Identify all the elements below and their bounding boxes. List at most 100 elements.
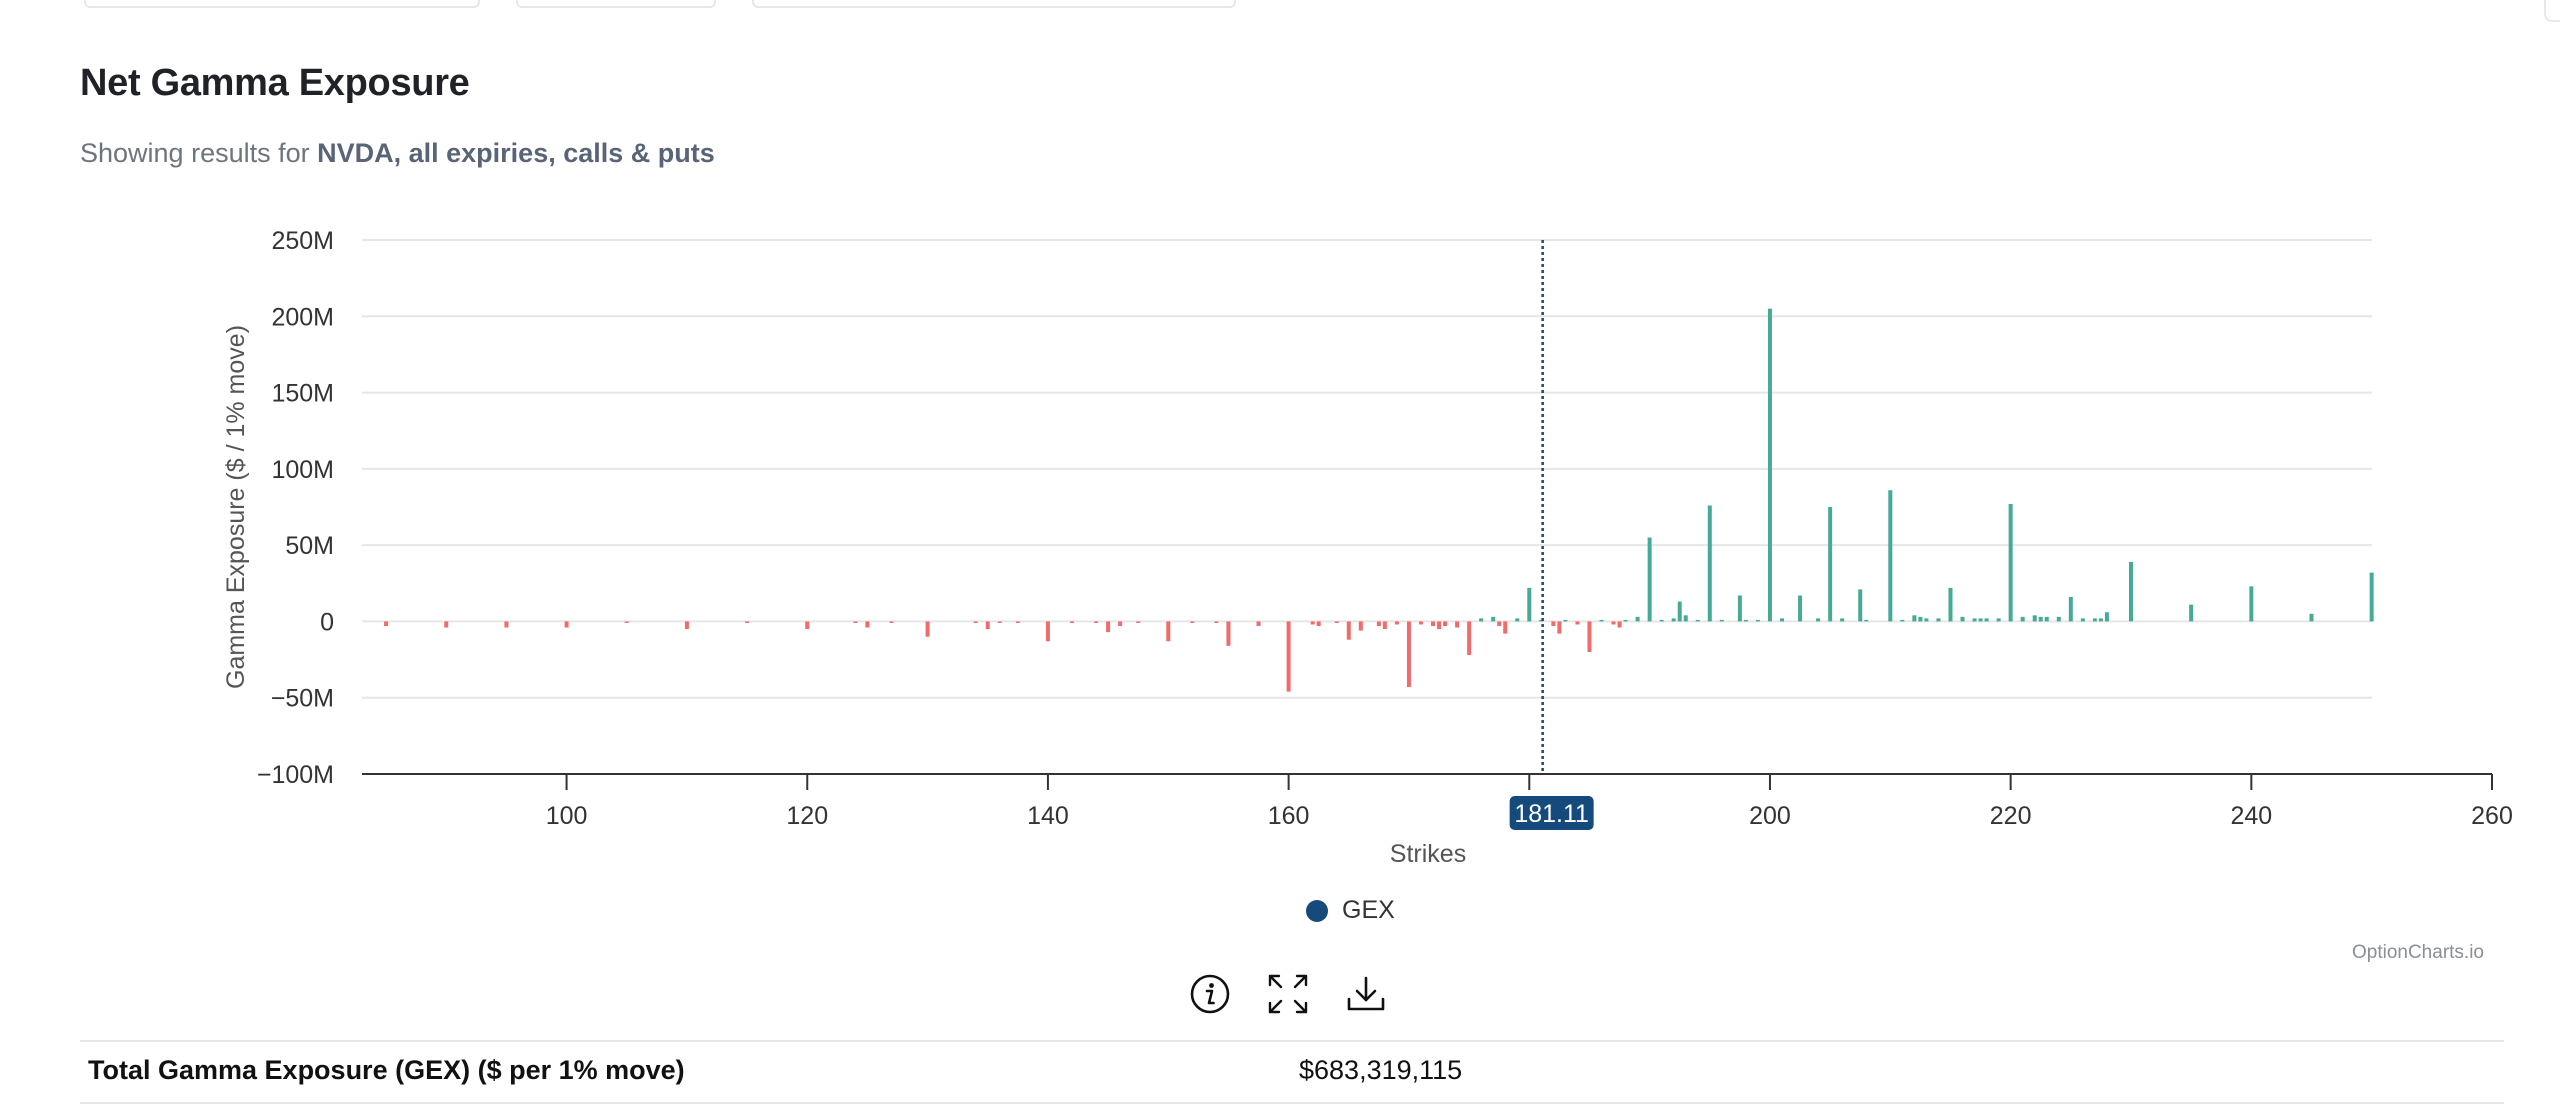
gex-bar[interactable] [1623, 619, 1628, 622]
gex-bar[interactable] [2189, 604, 2194, 622]
gex-bar[interactable] [1118, 621, 1123, 627]
gex-bar[interactable] [1106, 621, 1111, 633]
gex-bar[interactable] [805, 621, 810, 630]
gex-bar[interactable] [1635, 616, 1640, 622]
gex-bar[interactable] [1737, 595, 1742, 622]
gex-bar[interactable] [1166, 621, 1171, 642]
gex-bar[interactable] [997, 621, 1002, 623]
gex-bar[interactable] [1972, 618, 1977, 622]
legend-item-gex[interactable]: GEX [1306, 896, 1395, 925]
gex-bar[interactable] [1936, 618, 1941, 622]
gex-bar[interactable] [2068, 597, 2073, 622]
gex-bar[interactable] [2020, 616, 2025, 622]
gex-bar[interactable] [1376, 621, 1381, 627]
gex-bar[interactable] [1316, 621, 1321, 627]
gex-bar[interactable] [1840, 618, 1845, 622]
gex-bar[interactable] [1551, 621, 1556, 627]
gex-bar[interactable] [1695, 619, 1700, 622]
gex-bar[interactable] [973, 621, 978, 623]
gex-bar[interactable] [624, 621, 629, 623]
gex-bar[interactable] [2038, 616, 2043, 622]
top-tab-1[interactable] [84, 0, 480, 8]
gex-bar[interactable] [2104, 612, 2109, 622]
gex-bar[interactable] [1587, 621, 1592, 652]
gex-bar[interactable] [2092, 618, 2097, 622]
gex-bar[interactable] [1647, 537, 1652, 622]
gex-bar[interactable] [684, 621, 689, 630]
gex-bar[interactable] [1346, 621, 1351, 640]
gex-bar[interactable] [1948, 587, 1953, 622]
gex-bar[interactable] [1256, 621, 1261, 627]
gex-bar[interactable] [2056, 616, 2061, 622]
gex-bar[interactable] [1491, 616, 1496, 622]
gex-bar[interactable] [2098, 618, 2103, 622]
gex-bar[interactable] [865, 621, 870, 628]
gex-bar[interactable] [2128, 561, 2133, 622]
gex-bar[interactable] [1900, 619, 1905, 622]
info-button[interactable] [1188, 972, 1232, 1016]
top-tab-2[interactable] [516, 0, 716, 8]
gex-bar[interactable] [1437, 621, 1442, 630]
gex-bar[interactable] [985, 621, 990, 630]
gex-bar[interactable] [1924, 618, 1929, 622]
gex-bar[interactable] [1190, 621, 1195, 623]
gex-bar[interactable] [1671, 618, 1676, 622]
gex-bar[interactable] [1358, 621, 1363, 631]
gex-bar[interactable] [1310, 621, 1315, 625]
gex-bar[interactable] [1858, 589, 1863, 622]
gex-bar[interactable] [1575, 621, 1580, 625]
gex-bar[interactable] [1707, 505, 1712, 622]
gex-bar[interactable] [1755, 619, 1760, 622]
gex-bar[interactable] [384, 621, 389, 627]
gex-bar[interactable] [1816, 618, 1821, 622]
gex-bar[interactable] [2044, 616, 2049, 622]
gex-bar[interactable] [1503, 621, 1508, 634]
gex-bar[interactable] [1996, 618, 2001, 622]
gex-bar[interactable] [1918, 616, 1923, 622]
gex-bar[interactable] [1683, 615, 1688, 622]
gex-bar[interactable] [1798, 595, 1803, 622]
gex-bar[interactable] [1045, 621, 1050, 642]
gex-bar[interactable] [925, 621, 930, 637]
gex-bar[interactable] [1515, 618, 1520, 622]
gex-bar[interactable] [504, 621, 509, 628]
gex-bar[interactable] [1719, 619, 1724, 622]
gex-bar[interactable] [1677, 601, 1682, 622]
gex-bar[interactable] [1617, 621, 1622, 628]
gex-bar[interactable] [1864, 619, 1869, 622]
gex-bar[interactable] [2032, 615, 2037, 622]
fullscreen-button[interactable] [1266, 972, 1310, 1016]
gex-bar[interactable] [853, 621, 858, 623]
gex-bar[interactable] [564, 621, 569, 628]
gex-bar[interactable] [1394, 621, 1399, 625]
gex-bar[interactable] [1960, 616, 1965, 622]
gex-bar[interactable] [1094, 621, 1099, 623]
gex-bar[interactable] [1015, 621, 1020, 623]
gex-bar[interactable] [1497, 621, 1502, 627]
gex-bar[interactable] [1767, 308, 1772, 622]
gex-bar[interactable] [1443, 621, 1448, 627]
gex-bar[interactable] [745, 621, 750, 623]
gex-bar[interactable] [1431, 621, 1436, 627]
gex-bar[interactable] [1888, 490, 1893, 622]
gex-bar[interactable] [1467, 621, 1472, 655]
gex-bar[interactable] [889, 621, 894, 623]
gex-bar[interactable] [1563, 619, 1568, 622]
gex-bar[interactable] [1334, 621, 1339, 623]
gex-bar[interactable] [1557, 621, 1562, 634]
gex-bar[interactable] [1599, 619, 1604, 622]
gex-bar[interactable] [2309, 613, 2314, 622]
gex-bar[interactable] [1978, 618, 1983, 622]
gex-bar[interactable] [2369, 572, 2374, 622]
gex-bar[interactable] [1984, 618, 1989, 622]
gex-bar[interactable] [1659, 619, 1664, 622]
gex-bar[interactable] [1286, 621, 1291, 692]
gex-bar[interactable] [1743, 619, 1748, 622]
gex-bar[interactable] [1539, 619, 1544, 622]
scrollbar[interactable] [2544, 0, 2560, 22]
download-button[interactable] [1344, 972, 1388, 1016]
gex-bar[interactable] [2249, 586, 2254, 622]
gex-bar[interactable] [1136, 621, 1141, 623]
gex-bar[interactable] [1226, 621, 1231, 646]
gex-bar[interactable] [1479, 618, 1484, 622]
